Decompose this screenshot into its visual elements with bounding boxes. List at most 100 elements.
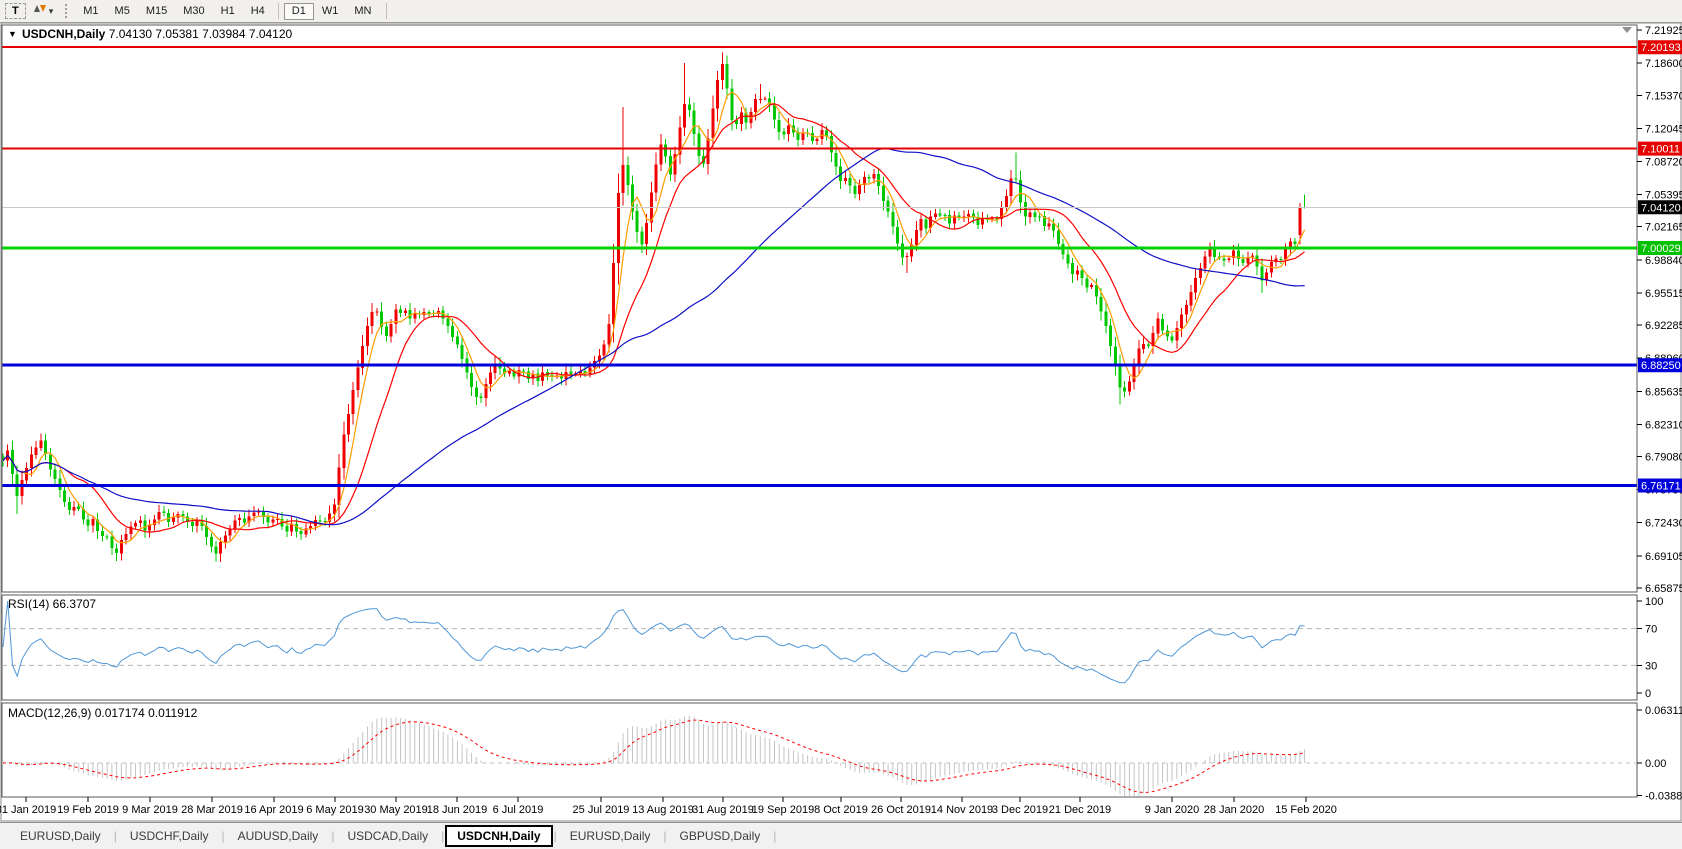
date-label: 21 Dec 2019: [1049, 804, 1111, 816]
chart-canvas[interactable]: ▼ USDCNH,Daily 7.04130 7.05381 7.03984 7.…: [0, 0, 1682, 822]
macd-label: MACD(12,26,9) 0.017174 0.011912: [8, 706, 198, 720]
date-label: 19 Feb 2019: [57, 804, 119, 816]
date-axis: 31 Jan 2019 19 Feb 2019 9 Mar 2019 28 Mar 2…: [0, 797, 1337, 816]
svg-text:0.063113: 0.063113: [1645, 705, 1682, 717]
chart-frame: [0, 22, 1682, 822]
macd-pane: 0.063113 0.00 -0.038872 MACD(12,26,9) 0.017…: [2, 705, 1682, 803]
symbol-tab-0-eurusd[interactable]: EURUSD,Daily: [20, 829, 101, 843]
svg-text:6.69105: 6.69105: [1645, 551, 1682, 563]
tab-separator: |: [663, 829, 667, 843]
symbol-tab-6-gbpusd[interactable]: GBPUSD,Daily: [679, 829, 761, 843]
date-label: 6 Jul 2019: [493, 804, 544, 816]
horizontal-lines-layer: [2, 46, 1637, 487]
svg-text:6.92285: 6.92285: [1645, 320, 1682, 332]
svg-text:7.12045: 7.12045: [1645, 123, 1682, 135]
svg-text:6.79080: 6.79080: [1645, 452, 1682, 464]
date-label: 25 Jul 2019: [573, 804, 630, 816]
date-label: 31 Aug 2019: [692, 804, 754, 816]
date-label: 13 Aug 2019: [632, 804, 694, 816]
svg-text:6.82310: 6.82310: [1645, 419, 1682, 431]
svg-text:7.02165: 7.02165: [1645, 222, 1682, 234]
svg-text:0.00: 0.00: [1645, 758, 1666, 770]
svg-text:6.95515: 6.95515: [1645, 288, 1682, 300]
toolbar-separator: [386, 3, 388, 19]
ma-14-line: [2, 103, 1305, 533]
tab-separator: |: [331, 829, 335, 843]
svg-text:7.05395: 7.05395: [1645, 190, 1682, 202]
date-label: 14 Nov 2019: [931, 804, 993, 816]
tab-separator: |: [441, 829, 445, 843]
svg-text:100: 100: [1645, 596, 1663, 608]
svg-text:30: 30: [1645, 660, 1657, 672]
tab-separator: |: [113, 829, 117, 843]
tab-separator: |: [221, 829, 225, 843]
timeframe-button-mn[interactable]: MN: [354, 4, 372, 17]
date-label: 19 Sep 2019: [752, 804, 814, 816]
text-tool-button[interactable]: T: [5, 3, 26, 19]
date-label: 3 Dec 2019: [992, 804, 1048, 816]
chart-title: ▼ USDCNH,Daily 7.04130 7.05381 7.03984 7.…: [8, 27, 293, 41]
svg-text:6.72430: 6.72430: [1645, 518, 1682, 530]
rsi-label: RSI(14) 66.3707: [8, 597, 96, 611]
svg-text:6.65875: 6.65875: [1645, 583, 1682, 595]
price-badge-7.00029: 7.00029: [1641, 243, 1681, 255]
price-axis: 7.21925 7.18600 7.15370 7.12045 7.08720 7.053…: [1637, 25, 1682, 595]
symbol-tab-2-audusd[interactable]: AUDUSD,Daily: [237, 829, 319, 843]
toolbar-grip: [65, 4, 68, 18]
chart-shift-marker: [1622, 27, 1632, 33]
date-label: 26 Oct 2019: [871, 804, 931, 816]
chart-style-icon: [32, 2, 47, 20]
svg-text:▼: ▼: [8, 29, 17, 39]
svg-text:70: 70: [1645, 624, 1657, 636]
timeframe-button-m1[interactable]: M1: [83, 4, 99, 17]
chart-style-button[interactable]: ▾: [28, 1, 58, 21]
ma-5-line: [2, 91, 1306, 544]
date-label: 15 Feb 2020: [1275, 804, 1337, 816]
rsi-pane: 100 70 30 0 RSI(14) 66.3707: [2, 596, 1663, 700]
chevron-down-icon: ▾: [48, 5, 54, 16]
svg-text:6.85635: 6.85635: [1645, 386, 1682, 398]
tab-separator: |: [553, 829, 557, 843]
timeframe-button-m15[interactable]: M15: [145, 4, 168, 17]
date-label: 6 May 2019: [306, 804, 363, 816]
date-label: 30 May 2019: [364, 804, 428, 816]
timeframe-buttons: M1 M5 M15 M30 H1 H4 D1 W1 MN: [75, 2, 379, 20]
svg-text:7.21925: 7.21925: [1645, 25, 1682, 37]
date-label: 28 Jan 2020: [1204, 804, 1265, 816]
timeframe-button-w1[interactable]: W1: [321, 4, 339, 17]
symbol-tab-1-usdchf[interactable]: USDCHF,Daily: [129, 829, 209, 843]
toolbar-separator: [277, 3, 279, 19]
date-label: 28 Mar 2019: [181, 804, 243, 816]
timeframe-button-h4[interactable]: H4: [250, 4, 265, 17]
date-label: 31 Jan 2019: [0, 804, 56, 816]
chart-title-text: USDCNH,Daily 7.04130 7.05381 7.03984 7.0…: [22, 27, 293, 41]
symbol-tab-4-usdcnh[interactable]: USDCNH,Daily: [445, 825, 553, 847]
date-label: 18 Jun 2019: [427, 804, 488, 816]
tab-separator: |: [773, 829, 777, 843]
moving-averages-layer: [2, 91, 1306, 544]
price-badge-7.10011: 7.10011: [1641, 144, 1680, 156]
price-badge-6.76171: 6.76171: [1641, 480, 1681, 492]
price-badge-7.04120: 7.04120: [1641, 202, 1681, 214]
price-badge-7.20193: 7.20193: [1641, 42, 1681, 54]
svg-text:-0.038872: -0.038872: [1645, 791, 1682, 803]
timeframe-button-d1[interactable]: D1: [283, 2, 314, 20]
symbol-tab-5-eurusd[interactable]: EURUSD,Daily: [569, 829, 651, 843]
timeframe-button-h1[interactable]: H1: [220, 4, 235, 17]
svg-text:7.15370: 7.15370: [1645, 90, 1682, 102]
price-badge-6.88250: 6.88250: [1641, 360, 1681, 372]
date-label: 16 Apr 2019: [244, 804, 303, 816]
symbol-tab-3-usdcad[interactable]: USDCAD,Daily: [347, 829, 429, 843]
date-label: 9 Mar 2019: [122, 804, 178, 816]
timeframe-button-m5[interactable]: M5: [114, 4, 130, 17]
svg-text:0: 0: [1645, 688, 1651, 700]
svg-text:7.08720: 7.08720: [1645, 156, 1682, 168]
pane-borders: [1, 24, 1638, 798]
svg-text:6.98840: 6.98840: [1645, 255, 1682, 267]
date-label: 8 Oct 2019: [814, 804, 868, 816]
chart-tabs: EURUSD,Daily | USDCHF,Daily | AUDUSD,Daily | U…: [0, 822, 1682, 849]
date-label: 9 Jan 2020: [1145, 804, 1199, 816]
timeframe-button-m30[interactable]: M30: [183, 4, 205, 17]
ma-57-line: [2, 147, 1305, 526]
